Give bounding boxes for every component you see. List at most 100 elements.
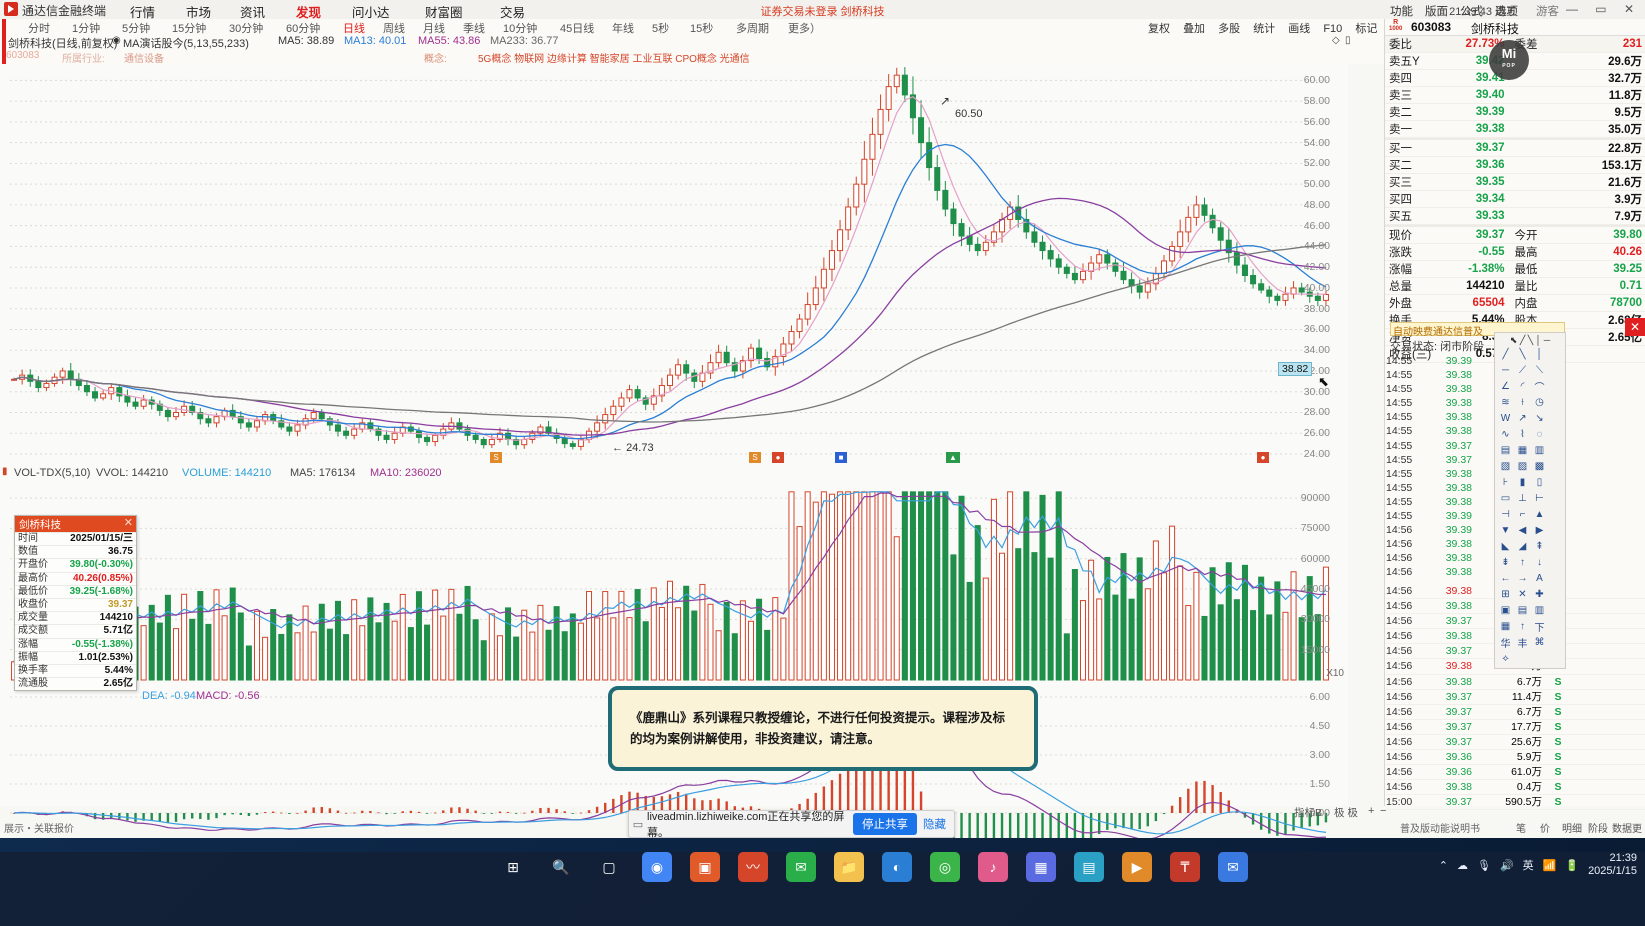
tag-mingxi[interactable]: 明细 [1562,824,1582,835]
start-icon[interactable]: ⊞ [507,858,519,875]
period-yearly[interactable]: 年线 [612,23,634,35]
sell-order-row[interactable]: 卖二 39.39 9.5万 [1385,104,1645,121]
menu-faxian[interactable]: 发现 [296,6,322,20]
buy-order-row[interactable]: 买三 39.35 21.6万 [1385,174,1645,191]
draw-tool-54[interactable]: 华 [1500,638,1511,650]
stop-share-button[interactable]: 停止共享 [853,813,917,835]
toolbar-biaoji[interactable]: 标记 [1355,23,1378,35]
draw-tool-9[interactable]: ≋ [1501,396,1510,408]
tag-bi[interactable]: 笔 [1516,824,1526,835]
volume-pane[interactable]: 90000 75000 60000 45000 30000 15000 X10 [0,484,1348,684]
menu-xuanxiang[interactable]: 选项 [1495,6,1518,18]
menu-wenxiaoda[interactable]: 问小达 [352,6,390,20]
draw-tool-31[interactable]: ⌐ [1519,508,1526,520]
draw-tool-24[interactable]: ⊦ [1502,476,1509,488]
indicator-b-label[interactable]: 指标B [1294,807,1323,819]
wifi-icon[interactable]: 📶 [1542,859,1557,872]
draw-tool-55[interactable]: 丰 [1517,638,1528,650]
toolbar-tongji[interactable]: 统计 [1253,23,1276,35]
indicator-remove-icon[interactable]: − [1380,805,1387,817]
draw-tool-43[interactable]: → [1517,572,1528,584]
period-multi[interactable]: 多周期 [736,23,769,35]
toolbar-f10[interactable]: F10 [1323,23,1343,35]
panel-toggle-icon[interactable]: ▯ [1345,35,1351,46]
draw-tool-33[interactable]: ▼ [1500,524,1511,536]
draw-tool-20[interactable]: ▥ [1534,444,1545,456]
draw-tool-13[interactable]: ↗ [1518,412,1527,424]
draw-tool-53[interactable]: 下 [1534,622,1545,634]
period-more[interactable]: 更多） [788,23,821,35]
cursor-tool-icon[interactable]: ⬉ ╱ ╲ │ ─ [1509,335,1551,345]
draw-tool-4[interactable]: ⟋ [1519,364,1526,376]
draw-tool-27[interactable]: ▭ [1500,492,1511,504]
period-15sec[interactable]: 15秒 [690,23,714,35]
tag-jia[interactable]: 价 [1540,824,1550,835]
screen-share-banner[interactable]: ▭ liveadmin.lizhiweike.com正在共享您的屏幕。 停止共享… [628,810,955,839]
taskbar-icons[interactable]: ⊞ 🔍 ▢ ◉ ▣ 〰 ✉ 📁 ◐ ◎ ♪ ▦ ▤ ▶ ₸ ✉ [498,852,1248,882]
draw-tool-32[interactable]: ▲ [1534,508,1545,520]
period-5sec[interactable]: 5秒 [652,23,670,35]
draw-tool-34[interactable]: ◀ [1518,524,1527,536]
edge-icon[interactable]: ◐ [882,852,912,882]
draw-tool-37[interactable]: ◢ [1518,540,1527,552]
draw-tool-7[interactable]: ◜ [1520,380,1525,392]
battery-icon[interactable]: 🔋 [1565,859,1580,872]
draw-tool-17[interactable]: ◌ [1536,428,1543,440]
buy-order-row[interactable]: 买二 39.36 153.1万 [1385,157,1645,174]
period-weekly[interactable]: 周线 [383,23,405,35]
draw-tool-14[interactable]: ↘ [1535,412,1544,424]
period-15min[interactable]: 15分钟 [172,23,207,35]
draw-tool-51[interactable]: ▦ [1500,620,1511,632]
draw-tool-39[interactable]: ⇟ [1501,556,1510,568]
event-flag-icon[interactable]: S [749,452,761,463]
cloud-icon[interactable]: ☁ [1456,859,1468,872]
period-45day[interactable]: 45日线 [560,23,595,35]
buy-order-row[interactable]: 买一 39.37 22.8万 [1385,140,1645,157]
close-icon[interactable]: ✕ [1625,318,1645,336]
taskbar-clock[interactable]: 21:39 2025/1/15 [1588,852,1637,878]
drawing-tools-panel[interactable]: ⬉ ╱ ╲ │ ─ ╱ ╲ │ ─ ⟋ ⟍ ∠ ◜ ⌒ ≋ ⟊ ◷ W ↗ ↘ ∿ ⌇ ◌ ▤ ▦ ▥ ▧ ▨ ▩ ⊦ ▮ ▯ ▭ ⊥ ⊢… [1494,332,1566,669]
menu-jiaoyi[interactable]: 交易 [500,6,526,20]
windows-taskbar[interactable] [0,852,1645,926]
period-monthly[interactable]: 月线 [423,23,445,35]
period-fenshi[interactable]: 分时 [28,23,50,35]
status-right-text[interactable]: 普及版动能说明书 [1400,824,1480,835]
datapoint-tooltip[interactable]: 剑桥科技 ✕ 时间 2025/01/15/三 数值 36.75 开盘价 39.80(-0.… [14,515,137,692]
ime-indicator[interactable]: 英 [1522,860,1534,872]
menu-banmian[interactable]: 版面 [1425,6,1448,18]
kline-pane[interactable]: 60.00 58.00 56.00 54.00 52.00 50.00 48.00 46.00… [0,64,1348,463]
video-icon[interactable]: ▶ [1122,852,1152,882]
menu-gongneng[interactable]: 功能 [1390,6,1413,18]
draw-tool-46[interactable]: ✕ [1518,588,1527,600]
draw-tool-21[interactable]: ▧ [1500,460,1511,472]
draw-tool-56[interactable]: ⌘ [1534,636,1545,648]
tick-list[interactable]: 14:55 39.39 14:55 39.38 14:55 39.38 14:55 39.38… [1386,354,1496,580]
tdx-icon[interactable]: ₸ [1170,852,1200,882]
chrome-icon[interactable]: ◉ [642,852,672,882]
draw-tool-3[interactable]: ─ [1501,364,1510,376]
menu-caifuquan[interactable]: 财富圈 [425,6,463,20]
buy-order-row[interactable]: 买四 39.34 3.9万 [1385,191,1645,208]
qq-icon[interactable]: ◎ [930,852,960,882]
draw-tool-38[interactable]: ⇞ [1535,540,1544,552]
tag-jieduan[interactable]: 阶段 [1588,824,1608,835]
menu-gongshi[interactable]: 公式 [1460,6,1483,18]
draw-tool-29[interactable]: ⊢ [1535,492,1544,504]
draw-tool-47[interactable]: ✚ [1535,588,1544,600]
draw-tool-40[interactable]: ↑ [1520,556,1525,568]
store-icon[interactable]: ▤ [1074,852,1104,882]
draw-tool-16[interactable]: ⌇ [1520,428,1525,440]
draw-tool-49[interactable]: ▤ [1517,604,1528,616]
event-flag-icon[interactable]: ● [1257,452,1269,463]
tag-shuju[interactable]: 数据 [1612,824,1632,835]
window-controls[interactable]: — ▭ ✕ [1565,2,1641,16]
draw-tool-44[interactable]: A [1536,572,1543,584]
draw-tool-35[interactable]: ▶ [1535,524,1544,536]
folder-icon[interactable]: 📁 [834,852,864,882]
period-5min[interactable]: 5分钟 [122,23,151,35]
music-icon[interactable]: ♪ [978,852,1008,882]
note-icon[interactable]: ▦ [1026,852,1056,882]
draw-tool-11[interactable]: ◷ [1535,396,1544,408]
event-flag-icon[interactable]: ● [772,452,784,463]
draw-tool-23[interactable]: ▩ [1534,460,1545,472]
